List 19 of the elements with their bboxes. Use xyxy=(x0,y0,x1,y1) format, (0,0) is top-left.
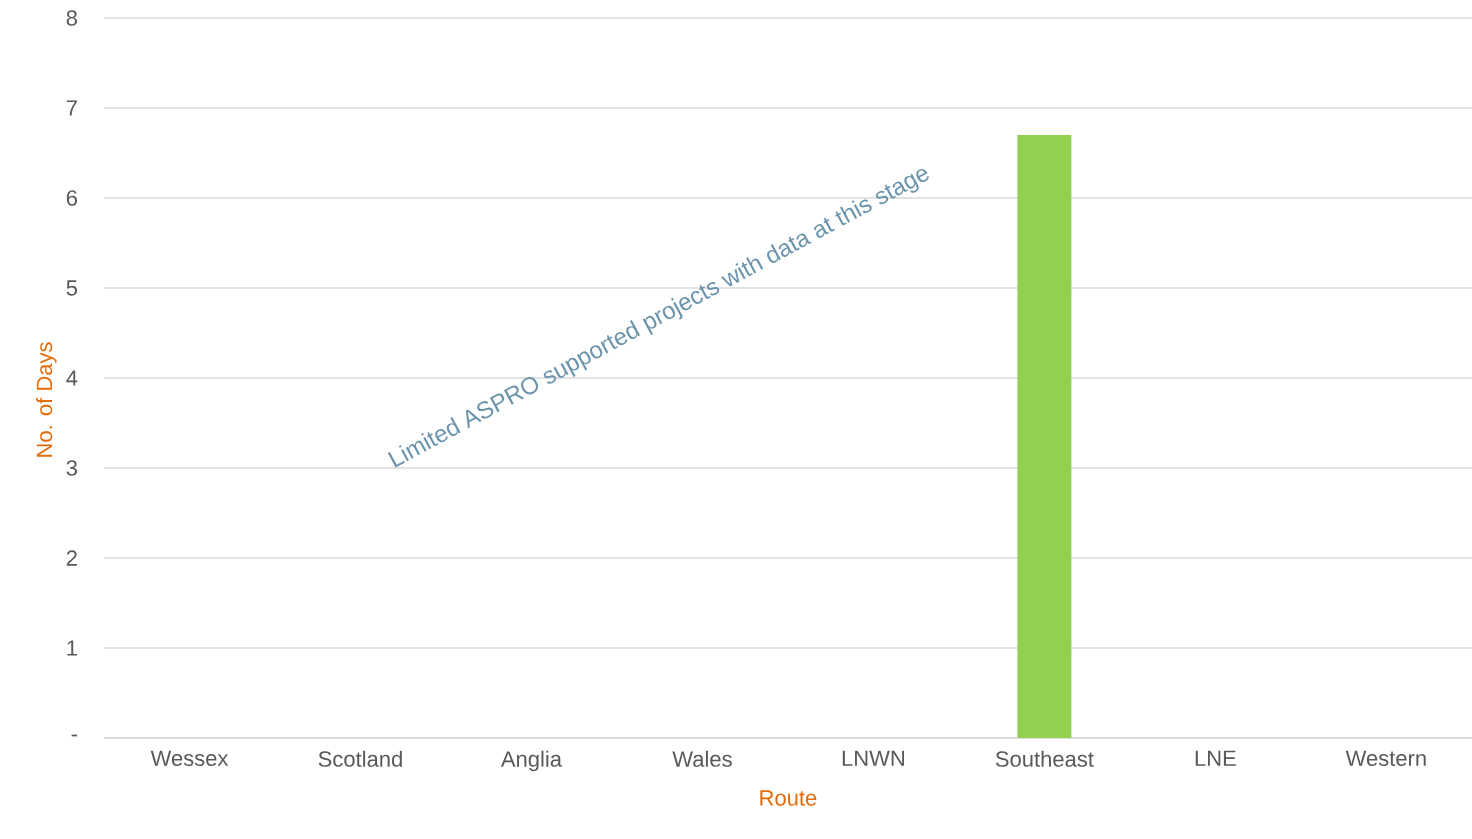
x-tick-label: Wessex xyxy=(150,750,229,767)
y-axis-title: No. of Days xyxy=(36,342,57,457)
y-tick-label: 1 xyxy=(67,640,77,656)
x-tick-label: Anglia xyxy=(500,750,563,772)
y-tick-label: 5 xyxy=(66,280,78,296)
y-tick-label: 7 xyxy=(66,100,77,116)
y-tick-label: 2 xyxy=(66,550,77,566)
x-tick-label: LNWN xyxy=(842,750,904,766)
y-tick-label: 8 xyxy=(66,10,77,26)
x-tick-label: Wales xyxy=(672,750,732,767)
y-tick-label: 4 xyxy=(66,370,78,386)
x-tick-label: Southeast xyxy=(995,750,1094,767)
y-tick-label: 3 xyxy=(66,460,77,476)
x-tick-label: Western xyxy=(1345,750,1426,767)
y-tick-label: - xyxy=(71,734,77,737)
y-tick-label: 6 xyxy=(66,190,77,206)
x-tick-label: Scotland xyxy=(318,750,402,767)
x-axis-title: Route xyxy=(760,790,817,806)
x-tick-label: LNE xyxy=(1195,750,1236,766)
